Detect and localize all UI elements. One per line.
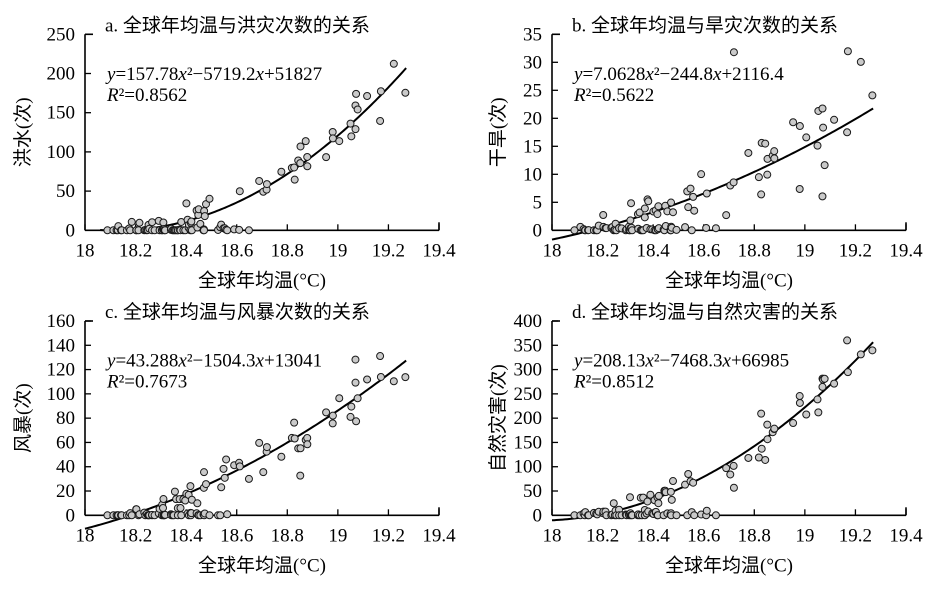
svg-text:R²=0.8562: R²=0.8562 [106, 85, 187, 106]
svg-text:19.2: 19.2 [839, 240, 872, 261]
svg-text:19: 19 [795, 240, 814, 261]
svg-text:0: 0 [66, 220, 76, 241]
svg-text:19.2: 19.2 [372, 525, 405, 546]
svg-text:0: 0 [533, 505, 543, 526]
svg-text:60: 60 [56, 432, 75, 453]
svg-text:100: 100 [47, 384, 76, 405]
svg-text:y=43.288x²−1504.3x+13041: y=43.288x²−1504.3x+13041 [105, 351, 322, 372]
svg-text:5: 5 [533, 192, 543, 213]
svg-text:自然灾害(次): 自然灾害(次) [487, 364, 509, 472]
svg-text:18.6: 18.6 [220, 240, 253, 261]
svg-text:19.4: 19.4 [422, 525, 456, 546]
svg-text:19.4: 19.4 [422, 240, 456, 261]
svg-text:160: 160 [47, 311, 76, 332]
svg-text:18.4: 18.4 [170, 240, 204, 261]
svg-text:18: 18 [76, 240, 95, 261]
svg-text:19: 19 [328, 525, 347, 546]
svg-text:18.2: 18.2 [586, 525, 619, 546]
svg-text:40: 40 [56, 457, 75, 478]
svg-text:80: 80 [56, 408, 75, 429]
svg-text:全球年均温(°C): 全球年均温(°C) [665, 269, 793, 291]
svg-text:20: 20 [523, 108, 542, 129]
svg-text:y=208.13x²−7468.3x+66985: y=208.13x²−7468.3x+66985 [572, 351, 789, 372]
svg-text:19: 19 [795, 525, 814, 546]
svg-text:R²=0.7673: R²=0.7673 [106, 372, 187, 393]
svg-text:19: 19 [328, 240, 347, 261]
svg-text:全球年均温(°C): 全球年均温(°C) [198, 554, 326, 576]
svg-text:0: 0 [66, 505, 76, 526]
svg-text:140: 140 [47, 335, 76, 356]
svg-text:a. 全球年均温与洪灾次数的关系: a. 全球年均温与洪灾次数的关系 [105, 15, 370, 37]
svg-text:18.4: 18.4 [170, 525, 204, 546]
svg-text:19.2: 19.2 [372, 240, 405, 261]
svg-text:洪水(次): 洪水(次) [12, 97, 34, 167]
svg-text:30: 30 [523, 52, 542, 73]
svg-text:50: 50 [56, 181, 75, 202]
svg-text:25: 25 [523, 80, 542, 101]
svg-text:R²=0.5622: R²=0.5622 [573, 85, 654, 106]
svg-text:100: 100 [514, 457, 543, 478]
svg-text:250: 250 [47, 24, 76, 45]
svg-text:150: 150 [514, 432, 543, 453]
svg-text:19.4: 19.4 [889, 525, 923, 546]
svg-text:R²=0.8512: R²=0.8512 [573, 372, 654, 393]
svg-text:b. 全球年均温与旱灾次数的关系: b. 全球年均温与旱灾次数的关系 [572, 15, 838, 37]
svg-text:18.8: 18.8 [271, 240, 304, 261]
svg-text:18.2: 18.2 [586, 240, 619, 261]
svg-text:15: 15 [523, 136, 542, 157]
svg-text:300: 300 [514, 360, 543, 381]
svg-text:18.4: 18.4 [637, 240, 671, 261]
svg-text:干旱(次): 干旱(次) [487, 97, 509, 167]
svg-text:0: 0 [533, 220, 543, 241]
svg-text:200: 200 [47, 64, 76, 85]
svg-text:350: 350 [514, 335, 543, 356]
svg-text:35: 35 [523, 24, 542, 45]
svg-text:18.6: 18.6 [687, 525, 720, 546]
svg-text:18: 18 [543, 240, 562, 261]
svg-text:18.6: 18.6 [687, 240, 720, 261]
svg-text:120: 120 [47, 360, 76, 381]
svg-text:200: 200 [514, 408, 543, 429]
svg-text:100: 100 [47, 142, 76, 163]
svg-text:50: 50 [523, 481, 542, 502]
svg-text:19.2: 19.2 [839, 525, 872, 546]
svg-text:d. 全球年均温与自然灾害的关系: d. 全球年均温与自然灾害的关系 [572, 301, 838, 323]
svg-text:全球年均温(°C): 全球年均温(°C) [198, 269, 326, 291]
svg-text:18.8: 18.8 [271, 525, 304, 546]
svg-text:10: 10 [523, 164, 542, 185]
svg-text:y=7.0628x²−244.8x+2116.4: y=7.0628x²−244.8x+2116.4 [572, 64, 784, 85]
svg-text:18.2: 18.2 [119, 525, 152, 546]
svg-text:c. 全球年均温与风暴次数的关系: c. 全球年均温与风暴次数的关系 [105, 301, 370, 323]
svg-text:18.6: 18.6 [220, 525, 253, 546]
svg-text:150: 150 [47, 103, 76, 124]
svg-text:18.8: 18.8 [738, 525, 771, 546]
svg-text:18.2: 18.2 [119, 240, 152, 261]
svg-text:20: 20 [56, 481, 75, 502]
svg-text:全球年均温(°C): 全球年均温(°C) [665, 554, 793, 576]
svg-text:19.4: 19.4 [889, 240, 923, 261]
svg-text:18.4: 18.4 [637, 525, 671, 546]
svg-text:风暴(次): 风暴(次) [12, 383, 34, 453]
svg-text:250: 250 [514, 384, 543, 405]
svg-text:18.8: 18.8 [738, 240, 771, 261]
svg-text:y=157.78x²−5719.2x+51827: y=157.78x²−5719.2x+51827 [105, 64, 322, 85]
svg-text:400: 400 [514, 311, 543, 332]
svg-text:18: 18 [543, 525, 562, 546]
